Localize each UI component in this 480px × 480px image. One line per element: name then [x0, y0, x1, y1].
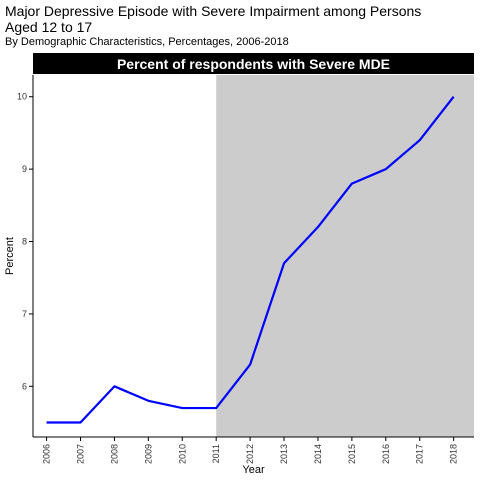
y-tick-label: 7 [22, 309, 27, 319]
x-tick-label: 2007 [75, 444, 85, 464]
y-tick-label: 9 [22, 164, 27, 174]
x-axis-label: Year [242, 464, 265, 476]
x-tick-label: 2017 [415, 444, 425, 464]
x-tick-label: 2018 [449, 444, 459, 464]
strip-title: Percent of respondents with Severe MDE [117, 56, 390, 72]
strip-header [33, 53, 474, 74]
y-tick-label: 10 [17, 92, 27, 102]
x-tick-label: 2015 [347, 444, 357, 464]
x-tick-label: 2013 [279, 444, 289, 464]
x-tick-label: 2011 [211, 444, 221, 463]
chart-title: Major Depressive Episode with Severe Imp… [5, 3, 422, 35]
x-tick-label: 2006 [42, 444, 52, 464]
chart-subtitle: By Demographic Characteristics, Percenta… [5, 36, 289, 48]
x-tick-label: 2014 [313, 444, 323, 464]
x-tick-label: 2008 [109, 444, 119, 464]
x-tick-label: 2016 [381, 444, 391, 464]
x-tick-label: 2012 [245, 444, 255, 464]
x-tick-label: 2009 [143, 444, 153, 464]
x-tick-label: 2010 [177, 444, 187, 464]
shaded-region [216, 75, 474, 437]
y-tick-label: 8 [22, 237, 27, 247]
series-line-0 [46, 96, 455, 424]
y-tick-label: 6 [22, 381, 27, 391]
y-axis-label: Percent [4, 237, 16, 275]
